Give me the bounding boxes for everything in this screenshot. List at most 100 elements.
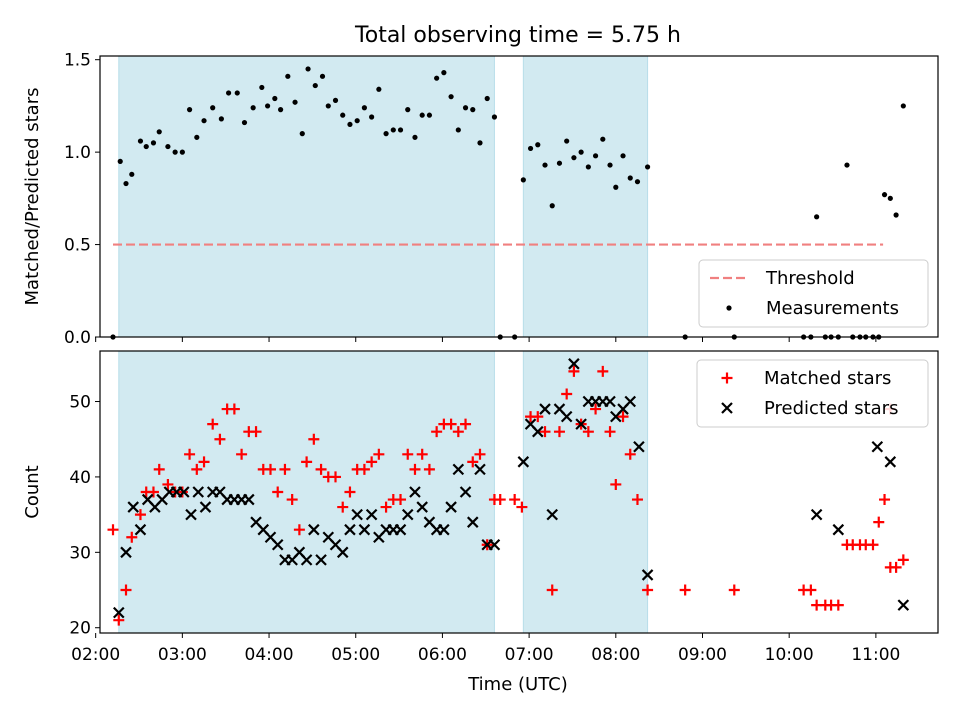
data-point bbox=[462, 105, 469, 111]
data-point bbox=[535, 142, 541, 148]
predicted-point bbox=[532, 425, 544, 438]
matched-point bbox=[494, 494, 506, 506]
matched-point bbox=[373, 448, 385, 460]
axes-frame-top bbox=[99, 55, 939, 338]
matched-point bbox=[207, 418, 219, 430]
x-tick-label: 10:00 bbox=[765, 645, 814, 665]
predicted-point bbox=[633, 440, 645, 453]
matched-point bbox=[330, 471, 342, 483]
data-point bbox=[607, 162, 613, 168]
matched-point bbox=[445, 418, 457, 430]
y-tick-label: 1.5 bbox=[64, 51, 91, 71]
data-point bbox=[600, 136, 606, 142]
data-point bbox=[225, 90, 232, 96]
x-tick-label: 04:00 bbox=[245, 645, 294, 665]
matched-point bbox=[624, 448, 636, 460]
observing-interval bbox=[522, 55, 649, 338]
data-point bbox=[644, 164, 651, 170]
matched-point bbox=[147, 486, 159, 498]
data-point bbox=[627, 175, 633, 181]
predicted-point bbox=[568, 358, 580, 370]
data-point bbox=[179, 149, 185, 155]
matched-point bbox=[467, 456, 479, 468]
y-tick-label: 20 bbox=[69, 619, 91, 639]
matched-point bbox=[214, 433, 226, 445]
legend-box bbox=[698, 259, 929, 328]
y-tick-label: 0.0 bbox=[64, 328, 91, 348]
predicted-point bbox=[409, 486, 421, 498]
predicted-point bbox=[199, 501, 212, 513]
predicted-point bbox=[401, 508, 414, 521]
matched-point bbox=[546, 584, 558, 596]
data-point bbox=[129, 171, 135, 177]
data-point bbox=[405, 107, 411, 113]
data-point bbox=[390, 127, 396, 133]
predicted-point bbox=[300, 554, 313, 566]
data-point bbox=[549, 203, 555, 209]
data-point bbox=[491, 114, 498, 120]
matched-point bbox=[308, 433, 320, 445]
predicted-point bbox=[336, 546, 349, 559]
matched-point bbox=[198, 456, 210, 468]
legend-label: Threshold bbox=[765, 268, 855, 289]
matched-point bbox=[236, 448, 248, 460]
data-point bbox=[376, 86, 382, 92]
x-axis-label: Time (UTC) bbox=[467, 674, 568, 695]
matched-point bbox=[867, 539, 879, 551]
matched-point bbox=[642, 584, 654, 596]
predicted-point bbox=[452, 463, 465, 476]
data-point bbox=[259, 84, 265, 91]
figure-title: Total observing time = 5.75 h bbox=[354, 23, 681, 48]
predicted-point bbox=[884, 456, 897, 468]
data-point bbox=[272, 95, 278, 102]
y-axis-ticks-bottom: 20 30 40 50 bbox=[69, 393, 100, 639]
matched-point bbox=[416, 448, 428, 460]
matched-point bbox=[553, 426, 565, 438]
matched-point bbox=[301, 456, 313, 468]
data-point bbox=[234, 90, 240, 96]
predicted-point bbox=[344, 523, 356, 536]
predicted-point bbox=[517, 456, 530, 468]
matched-point bbox=[582, 426, 594, 438]
data-point bbox=[434, 75, 440, 81]
matched-point bbox=[272, 486, 284, 498]
predicted-point bbox=[560, 410, 573, 423]
data-point bbox=[426, 112, 433, 118]
data-point bbox=[556, 160, 563, 166]
data-point bbox=[455, 127, 461, 133]
matched-point bbox=[402, 448, 414, 460]
data-point bbox=[299, 131, 305, 137]
predicted-point bbox=[394, 523, 407, 536]
axes-frame-bottom bbox=[99, 350, 939, 634]
data-point bbox=[881, 192, 888, 198]
y-tick-label: 50 bbox=[69, 393, 91, 413]
predicted-point bbox=[488, 539, 501, 551]
observing-intervals-top bbox=[118, 55, 649, 338]
matched-point bbox=[532, 411, 544, 423]
data-point bbox=[332, 97, 339, 103]
matched-point bbox=[264, 463, 276, 475]
x-axis-ticks-top bbox=[95, 337, 877, 342]
x-tick-label: 06:00 bbox=[418, 645, 467, 665]
data-point bbox=[340, 112, 346, 118]
predicted-point bbox=[120, 546, 132, 559]
x-tick-label: 05:00 bbox=[331, 645, 380, 665]
matched-point bbox=[409, 463, 421, 475]
data-point bbox=[900, 103, 906, 109]
matched-point bbox=[897, 554, 909, 566]
data-point bbox=[241, 119, 248, 126]
predicted-point bbox=[897, 599, 910, 611]
matched-point bbox=[805, 584, 817, 596]
observing-interval bbox=[118, 55, 495, 338]
matched-point bbox=[423, 463, 435, 475]
matched-point bbox=[250, 426, 262, 438]
matched-point bbox=[358, 463, 370, 475]
matched-point bbox=[832, 599, 844, 611]
data-point bbox=[150, 140, 157, 146]
matched-point bbox=[380, 501, 392, 513]
legend-label: Measurements bbox=[766, 298, 899, 319]
matched-point bbox=[191, 463, 203, 475]
predicted-point bbox=[539, 403, 551, 415]
data-point bbox=[397, 127, 404, 133]
x-axis-ticks-bottom: 02:00 03:00 04:00 05:00 06:00 07:00 08:00 09:00… bbox=[71, 633, 900, 665]
